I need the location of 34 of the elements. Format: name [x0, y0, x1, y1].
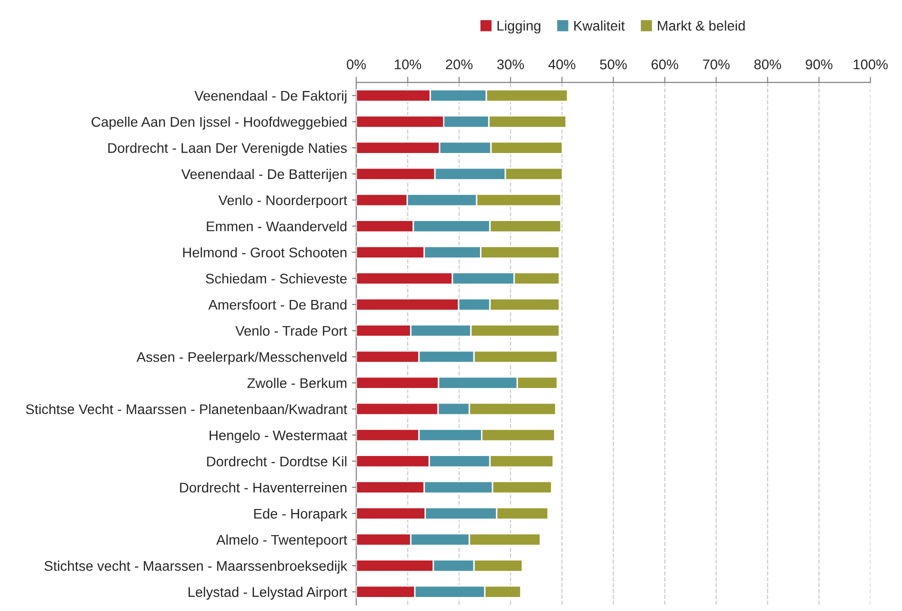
y-tick-label: Emmen - Waanderveld — [206, 221, 346, 232]
y-tick-label: Lelystad - Lelystad Airport — [188, 586, 348, 600]
legend-label: Markt & beleid — [658, 20, 745, 31]
x-tick-label: 10% — [394, 59, 422, 70]
x-tick-label: 0% — [346, 59, 366, 70]
y-tick-label: Almelo - Twentepoort — [216, 534, 348, 548]
y-tick-label: Schiedam - Schieveste — [206, 273, 347, 284]
y-tick-label: Capelle Aan Den Ijssel - Hoofdweggebied — [92, 116, 346, 130]
legend-label: Ligging — [498, 20, 540, 34]
x-tick-label: 70% — [703, 59, 730, 70]
y-tick-label: Helmond - Groot Schooten — [183, 247, 346, 258]
y-tick-label: Ede - Horapark — [254, 508, 348, 522]
y-tick-label: Venlo - Trade Port — [235, 326, 348, 336]
y-tick-label: Stichtse Vecht - Maarssen - Planetenbaan/Kwadrant — [26, 404, 348, 414]
y-tick-label: Zwolle - Berkum — [247, 378, 346, 388]
y-tick-label: Veenendaal - De Faktorij — [194, 90, 346, 104]
y-tick-label: Dordrecht - Dordtse Kil — [207, 456, 346, 466]
y-tick-label: Dordrecht - Haventerreinen — [180, 482, 346, 493]
x-tick-label: 40% — [548, 59, 576, 70]
y-tick-label: Venlo - Noorderpoort — [218, 194, 348, 208]
y-tick-label: Dordrecht - Laan Der Verenigde Naties — [108, 142, 347, 156]
x-tick-label: 50% — [600, 59, 627, 70]
x-tick-label: 30% — [497, 59, 524, 70]
y-tick-label: Stichtse vecht - Maarssen - Maarssenbroeksedijk — [44, 560, 348, 574]
y-tick-label: Amersfoort - De Brand — [208, 299, 346, 310]
x-tick-label: 90% — [806, 59, 832, 70]
legend-label: Kwaliteit — [574, 20, 625, 31]
x-tick-label: 20% — [446, 59, 473, 70]
y-tick-label: Hengelo - Westermaat — [210, 430, 348, 444]
x-tick-label: 60% — [652, 59, 678, 70]
x-tick-label: 80% — [754, 59, 782, 70]
y-tick-label: Assen - Peelerpark/Messchenveld — [136, 352, 346, 365]
x-tick-label: 100% — [854, 59, 888, 70]
y-tick-label: Veenendaal - De Batterijen — [181, 168, 346, 182]
